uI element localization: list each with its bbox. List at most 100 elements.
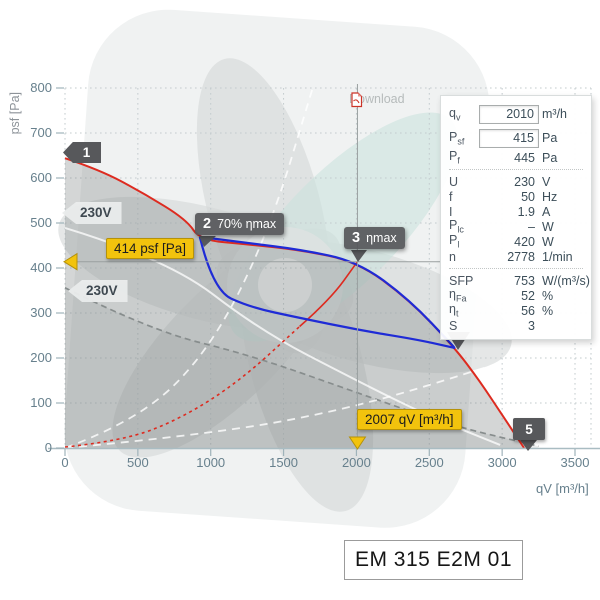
panel-unit-plc: W — [542, 219, 554, 234]
operating-band-upper — [199, 235, 456, 348]
panel-label-s: S — [449, 318, 458, 333]
marker-5-pointer — [520, 440, 537, 451]
panel-label-pl: Pl — [449, 233, 460, 250]
marker-3-tooltip[interactable]: 3 ηmax — [344, 227, 405, 249]
panel-label-psf: Psf — [449, 129, 465, 147]
marker-2-pointer — [199, 236, 216, 247]
psf-input[interactable] — [479, 128, 539, 148]
panel-row-pl: Pl 420 W — [449, 233, 583, 250]
panel-unit-sfp: W/(m³/s) — [542, 273, 590, 288]
panel-value-eta_t: 56 — [521, 303, 535, 318]
y-tick-label: 800 — [30, 80, 52, 95]
panel-label-n: n — [449, 249, 456, 264]
panel-row-u: U 230 V — [449, 174, 583, 189]
panel-unit-f: Hz — [542, 189, 558, 204]
y-tick-label: 500 — [30, 215, 52, 230]
voltage-tag-lower: 230V — [68, 280, 128, 302]
marker-1[interactable]: 1 — [63, 142, 101, 163]
download-label: Download — [349, 92, 405, 106]
panel-unit-pl: W — [542, 234, 554, 249]
panel-row-qv: qv m³/h — [449, 102, 583, 126]
x-tick-label: 500 — [126, 455, 149, 470]
panel-value-pf: 445 — [514, 150, 535, 165]
panel-row-plc: Plc – W — [449, 218, 583, 235]
marker-3-number: 3 — [352, 230, 361, 246]
curve-230v-secondary-area — [65, 287, 539, 448]
marker-2-label: 70% ηmax — [217, 217, 277, 231]
fan-curve-230v-max-area — [65, 158, 525, 448]
panel-label-eta_fa: ηFa — [449, 287, 467, 304]
y-tick-label: 600 — [30, 170, 52, 185]
panel-value-eta_fa: 52 — [521, 288, 535, 303]
y-tick-label: 400 — [30, 260, 52, 275]
operating-data-panel: qvm³/hPsfPaPf445PaU230Vf50HzI1.9APlc–WPl… — [440, 95, 592, 340]
x-tick-label: 3000 — [487, 455, 517, 470]
panel-value-n: 2778 — [507, 249, 535, 264]
y-tick-label: 200 — [30, 350, 52, 365]
pressure-axis-pointer — [63, 252, 78, 271]
panel-unit-u: V — [542, 174, 551, 189]
panel-value-u: 230 — [514, 174, 535, 189]
marker-3-pointer — [351, 250, 367, 262]
panel-value-pl: 420 — [514, 234, 535, 249]
download-pdf-button[interactable]: Download — [349, 92, 405, 108]
panel-label-plc: Plc — [449, 218, 464, 235]
panel-row-eta_t: ηt 56% — [449, 302, 583, 319]
y-tick-label: 100 — [30, 395, 52, 410]
qv-input[interactable] — [479, 104, 539, 124]
x-tick-label: 1500 — [269, 455, 299, 470]
panel-label-pf: Pf — [449, 149, 460, 166]
panel-unit-eta_fa: % — [542, 288, 554, 303]
model-name-label: EM 315 E2M 01 — [344, 540, 523, 580]
panel-value-i: 1.9 — [517, 204, 535, 219]
x-tick-label: 0 — [61, 455, 69, 470]
panel-label-eta_t: ηt — [449, 302, 459, 319]
flow-axis-pointer — [348, 436, 367, 450]
marker-5[interactable]: 5 — [513, 418, 545, 440]
operating-band-lower — [198, 236, 456, 350]
panel-unit-eta_t: % — [542, 303, 554, 318]
panel-label-u: U — [449, 174, 459, 189]
panel-label-i: I — [449, 204, 453, 219]
panel-label-qv: qv — [449, 105, 461, 123]
pdf-icon — [351, 92, 363, 108]
panel-value-f: 50 — [521, 189, 535, 204]
panel-unit-psf: Pa — [542, 131, 558, 145]
panel-unit-qv: m³/h — [542, 107, 567, 121]
marker-2-tooltip[interactable]: 2 70% ηmax — [195, 213, 285, 235]
panel-row-sfp: SFP 753 W/(m³/s) — [449, 273, 590, 288]
panel-value-sfp: 753 — [514, 273, 535, 288]
panel-label-sfp: SFP — [449, 273, 474, 288]
guide-curve-reduced-speed — [65, 226, 501, 446]
x-tick-label: 2500 — [414, 455, 444, 470]
panel-unit-pf: Pa — [542, 150, 558, 165]
x-tick-label: 3500 — [560, 455, 590, 470]
marker-3-label: ηmax — [366, 231, 397, 245]
panel-row-f: f 50 Hz — [449, 189, 583, 204]
panel-label-f: f — [449, 189, 453, 204]
panel-value-plc: – — [528, 219, 535, 234]
panel-row-n: n 2778 1/min — [449, 249, 583, 264]
system-curve-dashed — [65, 325, 301, 448]
panel-row-psf: Psf Pa — [449, 126, 583, 150]
panel-unit-i: A — [542, 204, 551, 219]
y-axis-label: psf [Pa] — [8, 92, 22, 135]
flow-highlight-label: 2007 qV [m³/h] — [357, 409, 462, 430]
marker-2-number: 2 — [203, 216, 212, 232]
y-tick-label: 700 — [30, 125, 52, 140]
x-tick-label: 1000 — [196, 455, 226, 470]
guide-system-curve-shallow — [65, 332, 590, 449]
panel-row-pf: Pf 445 Pa — [449, 149, 583, 166]
voltage-tag-upper: 230V — [62, 202, 122, 224]
pressure-highlight-label: 414 psf [Pa] — [106, 238, 195, 259]
panel-separator — [449, 169, 583, 170]
y-tick-label: 300 — [30, 305, 52, 320]
panel-unit-n: 1/min — [542, 249, 573, 264]
panel-row-i: I 1.9 A — [449, 204, 583, 219]
system-curve-solid — [299, 261, 359, 328]
panel-row-eta_fa: ηFa 52% — [449, 287, 583, 304]
x-axis-label: qV [m³/h] — [536, 481, 589, 496]
